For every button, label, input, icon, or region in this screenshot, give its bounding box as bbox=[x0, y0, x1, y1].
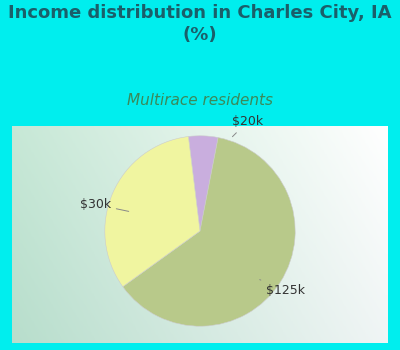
Text: $20k: $20k bbox=[232, 115, 263, 137]
Text: Multirace residents: Multirace residents bbox=[127, 93, 273, 108]
Text: $30k: $30k bbox=[80, 198, 129, 211]
Text: Income distribution in Charles City, IA
(%): Income distribution in Charles City, IA … bbox=[8, 4, 392, 44]
Text: $125k: $125k bbox=[260, 280, 305, 296]
Wedge shape bbox=[188, 136, 218, 231]
Wedge shape bbox=[123, 138, 295, 326]
Wedge shape bbox=[105, 136, 200, 287]
